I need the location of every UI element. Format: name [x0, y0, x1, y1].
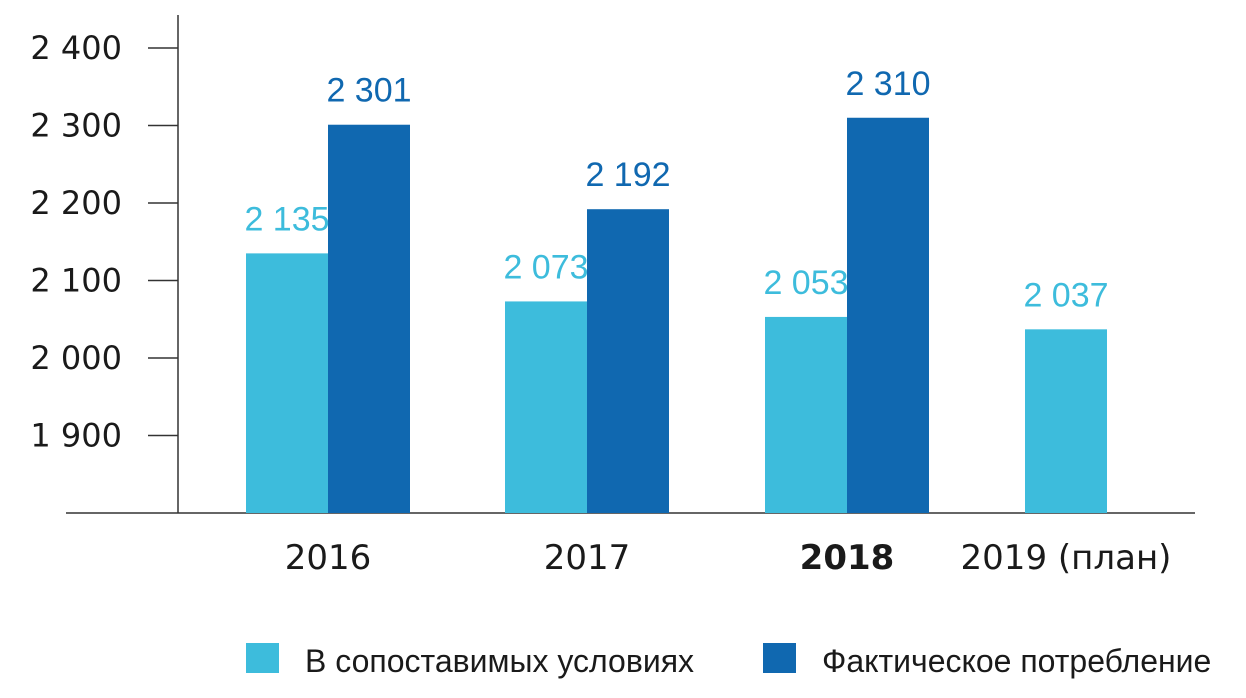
data-label: 2 073 [503, 248, 588, 286]
bar-comparable [246, 253, 328, 513]
y-tick-label: 2 400 [30, 29, 122, 67]
y-tick-label: 2 100 [30, 262, 122, 300]
y-tick-label: 1 900 [30, 417, 122, 455]
bars [246, 117, 1107, 513]
x-category-label: 2019 (план) [961, 538, 1172, 578]
data-labels: 2 135 2 073 2 053 2 037 2 301 2 192 2 310 [244, 65, 1108, 315]
x-axis: 2016 2017 2018 2019 (план) [66, 512, 1195, 578]
legend-label: В сопоставимых условиях [305, 643, 694, 679]
y-axis: 1 900 2 000 2 100 2 200 2 300 2 400 [30, 15, 179, 513]
bar-comparable [505, 301, 587, 513]
data-label: 2 053 [763, 264, 848, 302]
x-category-label: 2016 [285, 538, 372, 578]
legend-swatch [763, 643, 796, 673]
legend: В сопоставимых условиях Фактическое потре… [246, 643, 1211, 679]
bar-comparable [1025, 329, 1107, 513]
data-label: 2 037 [1023, 276, 1108, 314]
data-label: 2 192 [585, 156, 670, 194]
data-label: 2 310 [845, 65, 930, 103]
bar-comparable [765, 316, 847, 513]
y-tick-label: 2 300 [30, 107, 122, 145]
y-tick-label: 2 000 [30, 339, 122, 377]
data-label: 2 135 [244, 200, 329, 238]
x-category-label: 2018 [800, 538, 895, 578]
legend-label: Фактическое потребление [822, 643, 1211, 679]
data-label: 2 301 [326, 72, 411, 110]
x-category-label: 2017 [544, 538, 631, 578]
y-tick-label: 2 200 [30, 184, 122, 222]
bar-actual [847, 117, 929, 513]
legend-swatch [246, 643, 279, 673]
bar-actual [328, 124, 410, 513]
bar-actual [587, 209, 669, 513]
